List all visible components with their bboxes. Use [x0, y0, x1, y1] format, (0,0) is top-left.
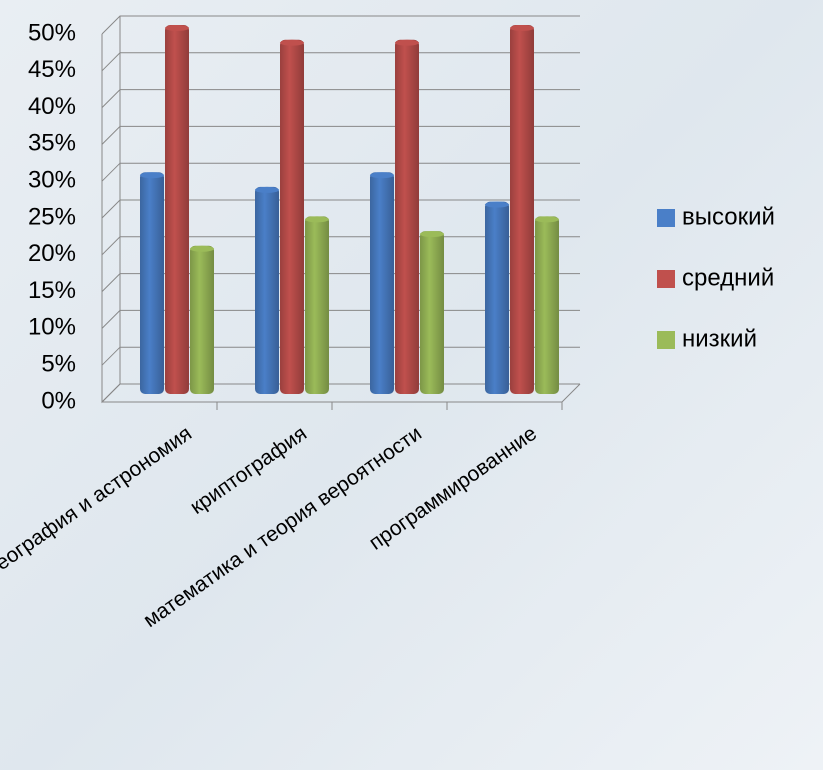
- y-tick-label: 20%: [28, 240, 76, 267]
- y-tick-label: 10%: [28, 314, 76, 341]
- bar-body: [140, 172, 164, 394]
- bar: [510, 25, 534, 394]
- y-tick-label: 40%: [28, 93, 76, 120]
- bar-body: [305, 216, 329, 394]
- bar-body: [165, 25, 189, 394]
- bar-top: [305, 216, 329, 223]
- bar-top: [140, 172, 164, 179]
- legend-swatch: [657, 209, 675, 227]
- bar-top: [395, 39, 419, 46]
- bar: [370, 172, 394, 394]
- grid-line: [101, 199, 580, 219]
- bar: [165, 25, 189, 394]
- bar-body: [370, 172, 394, 394]
- bar-top: [255, 186, 279, 193]
- bar: [255, 186, 279, 394]
- bar: [190, 245, 214, 394]
- legend-label: высокий: [682, 203, 775, 230]
- bar-top: [420, 231, 444, 238]
- grid-line: [101, 125, 580, 145]
- bar: [485, 201, 509, 394]
- bar: [280, 39, 304, 394]
- bar-top: [510, 25, 534, 31]
- bar-body: [190, 245, 214, 394]
- y-tick-label: 5%: [41, 351, 76, 378]
- legend-label: средний: [682, 264, 774, 291]
- y-tick-label: 30%: [28, 167, 76, 194]
- bar-body: [280, 39, 304, 394]
- bar-body: [485, 201, 509, 394]
- grid-line: [101, 162, 580, 182]
- y-tick-label: 45%: [28, 56, 76, 83]
- bar: [420, 231, 444, 394]
- grid-line: [101, 89, 580, 108]
- bar-body: [420, 231, 444, 394]
- bar-top: [280, 39, 304, 46]
- bar: [535, 216, 559, 394]
- grid-line: [101, 52, 580, 72]
- bar: [140, 172, 164, 394]
- bar-body: [255, 186, 279, 394]
- bar-top: [535, 216, 559, 223]
- bar-body: [535, 216, 559, 394]
- y-tick-label: 0%: [41, 387, 76, 414]
- x-tick-label: криптография: [186, 422, 311, 519]
- bar-body: [510, 25, 534, 394]
- bar: [305, 216, 329, 394]
- legend-swatch: [657, 270, 675, 288]
- legend-swatch: [657, 331, 675, 349]
- y-tick-label: 15%: [28, 277, 76, 304]
- bar-top: [165, 25, 189, 31]
- grid-line: [101, 15, 580, 35]
- bar-top: [485, 201, 509, 208]
- y-tick-label: 35%: [28, 130, 76, 157]
- bar: [395, 39, 419, 394]
- bar-top: [190, 245, 214, 252]
- y-tick-label: 25%: [28, 203, 76, 230]
- bar-body: [395, 39, 419, 394]
- legend-label: низкий: [682, 325, 757, 352]
- bar-top: [370, 172, 394, 179]
- y-tick-label: 50%: [28, 19, 76, 46]
- x-tick-label: география и астрономия: [0, 422, 196, 579]
